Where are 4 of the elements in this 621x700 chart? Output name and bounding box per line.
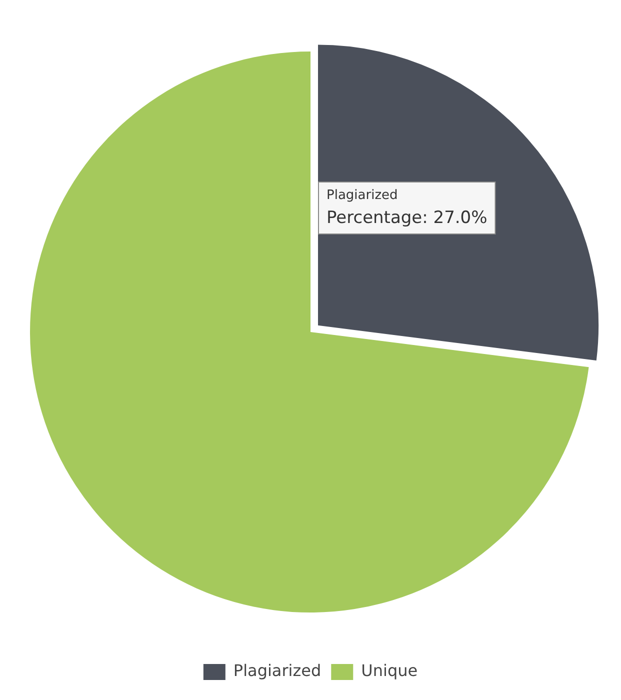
text: Plagiarized bbox=[326, 188, 398, 203]
legend-label: Plagiarized bbox=[233, 661, 322, 680]
text: Percentage: 27.0% bbox=[326, 208, 488, 228]
legend-label: Unique bbox=[361, 661, 418, 680]
